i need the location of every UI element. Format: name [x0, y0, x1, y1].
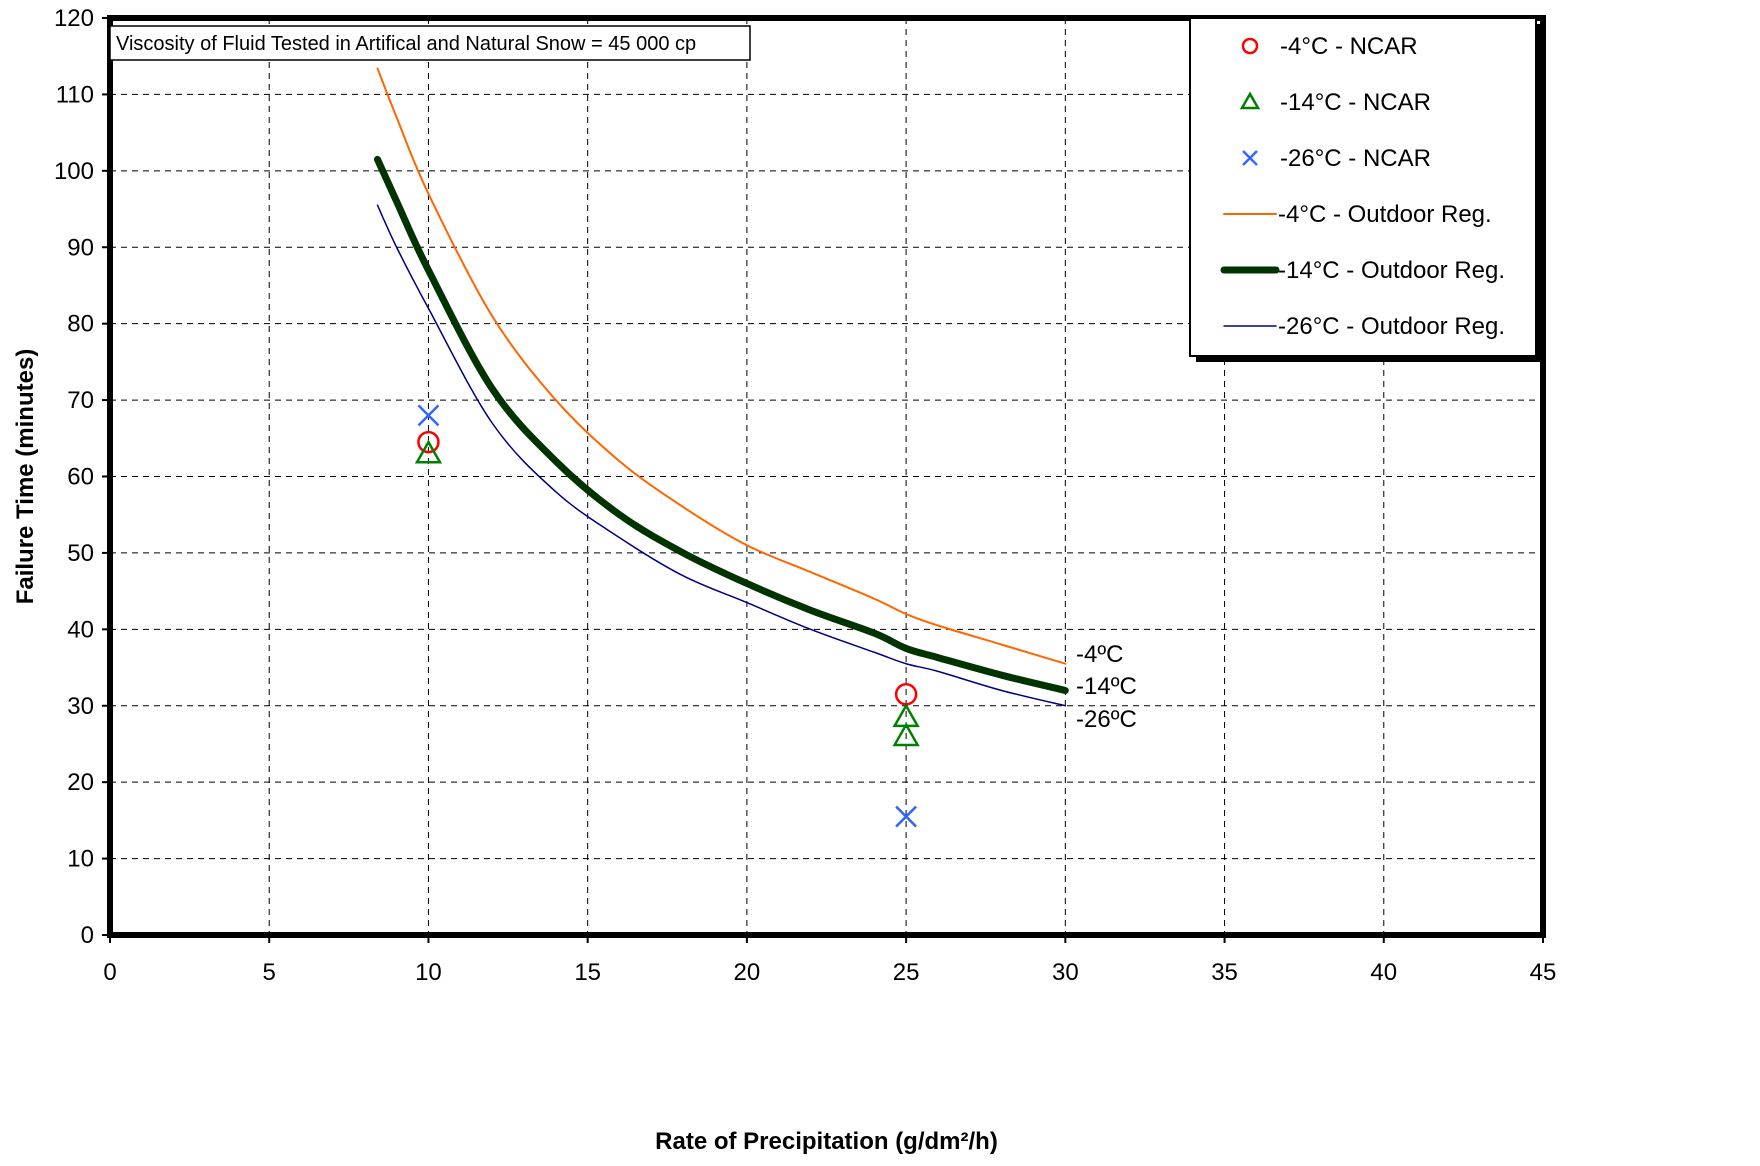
legend-entry: -14°C - Outdoor Reg.	[1220, 257, 1505, 284]
y-tick-label: 110	[56, 81, 94, 108]
legend-label: -4°C - Outdoor Reg.	[1278, 201, 1492, 228]
y-tick-label: 70	[67, 387, 94, 414]
legend-entry: -14°C - NCAR	[1239, 89, 1431, 116]
curve-end-label: -14ºC	[1076, 673, 1137, 700]
x-tick-label: 30	[1052, 959, 1079, 986]
y-tick-label: 20	[67, 769, 94, 796]
data-point-2-1	[895, 805, 917, 828]
legend-label: -26°C - Outdoor Reg.	[1278, 313, 1505, 340]
x-tick-label: 5	[263, 959, 276, 986]
y-tick-label: 80	[67, 311, 94, 338]
x-axis-title: Rate of Precipitation (g/dm²/h)	[655, 1128, 998, 1155]
tick-layer: 0 5 10 15 20 25 30 35 40 45 0 10 20 30 40 50 60 70 80 90 100…	[54, 5, 1556, 986]
data-point-1-0	[414, 439, 443, 464]
legend-marker-swatch	[1239, 91, 1261, 110]
series-line-4	[373, 155, 1069, 694]
curve-end-label: -4ºC	[1076, 641, 1123, 668]
x-tick-label: 25	[893, 959, 920, 986]
legend: -4°C - NCAR -14°C - NCAR -26°C - NCAR -4°C …	[1189, 17, 1542, 362]
legend-label: -14°C - Outdoor Reg.	[1278, 257, 1505, 284]
x-tick-label: 35	[1211, 959, 1238, 986]
legend-entry: -4°C - NCAR	[1241, 33, 1418, 60]
grid-layer	[110, 18, 1543, 935]
data-point-1-2	[892, 722, 920, 747]
legend-label: -26°C - NCAR	[1280, 145, 1431, 172]
annotation-text: Viscosity of Fluid Tested in Artifical a…	[116, 33, 696, 55]
y-tick-label: 10	[67, 846, 94, 873]
y-tick-label: 100	[54, 158, 94, 185]
y-tick-label: 120	[54, 5, 94, 32]
legend-entry: -26°C - Outdoor Reg.	[1223, 313, 1505, 340]
legend-label: -4°C - NCAR	[1280, 33, 1418, 60]
legend-entry: -4°C - Outdoor Reg.	[1223, 201, 1492, 228]
y-axis-title: Failure Time (minutes)	[12, 349, 39, 605]
annotation-box: Viscosity of Fluid Tested in Artifical a…	[109, 25, 751, 61]
legend-marker-swatch	[1242, 150, 1258, 166]
x-tick-label: 40	[1370, 959, 1397, 986]
x-tick-label: 10	[415, 959, 442, 986]
series-line-3	[376, 67, 1067, 665]
legend-marker-swatch	[1241, 37, 1259, 55]
y-tick-label: 40	[67, 616, 94, 643]
series-layer: -4ºC -14ºC -26ºC	[373, 67, 1137, 828]
legend-entry: -26°C - NCAR	[1242, 145, 1431, 172]
y-tick-label: 30	[67, 693, 94, 720]
y-tick-label: 50	[67, 540, 94, 567]
legend-label: -14°C - NCAR	[1280, 89, 1431, 116]
data-point-0-0	[417, 430, 440, 454]
y-tick-label: 60	[67, 464, 94, 491]
curve-end-label: -26ºC	[1076, 706, 1137, 733]
series-line-5	[376, 204, 1067, 707]
x-tick-label: 20	[734, 959, 761, 986]
legend-box	[1189, 17, 1537, 357]
x-tick-label: 0	[103, 959, 116, 986]
x-tick-label: 45	[1530, 959, 1557, 986]
y-tick-label: 90	[67, 234, 94, 261]
data-point-2-0	[417, 404, 440, 427]
x-tick-label: 15	[574, 959, 601, 986]
y-tick-label: 0	[81, 922, 94, 949]
